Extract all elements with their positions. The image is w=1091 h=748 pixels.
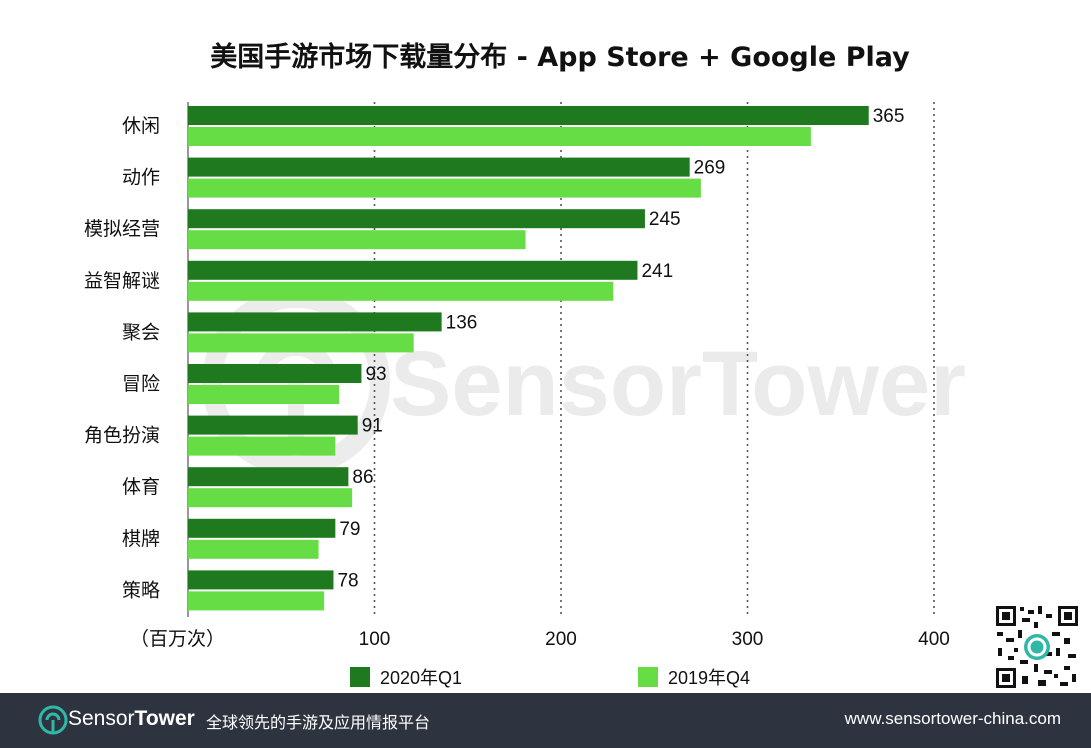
bar-2020q1 (188, 364, 362, 383)
brand-sensor: Sensor (68, 707, 135, 730)
x-tick-label: 400 (918, 629, 950, 650)
bar-2020q1 (188, 415, 358, 435)
bar-2020q1 (188, 260, 638, 280)
legend-swatch (350, 667, 370, 687)
bar-2019q4 (188, 385, 340, 404)
bar-2019q4 (188, 230, 526, 250)
bar-2019q4 (188, 281, 614, 301)
bar-2020q1 (188, 518, 336, 538)
footer-bar: SensorTower 全球领先的手游及应用情报平台 www.sensortow… (0, 693, 1091, 748)
category-label: 角色扮演 (84, 425, 160, 447)
x-ticks: 100 200 300 400 (359, 629, 950, 650)
category-label: 棋牌 (122, 528, 160, 550)
footer-slogan: 全球领先的手游及应用情报平台 (206, 713, 431, 732)
value-label: 79 (339, 519, 360, 540)
category-label: 策略 (122, 579, 160, 601)
chart: SensorTower 美国手游市场下载量分布 - App Store + Go… (84, 41, 966, 688)
value-label: 365 (873, 106, 905, 127)
value-label: 78 (337, 570, 358, 591)
legend-swatch (638, 667, 658, 687)
unit-label: （百万次） (130, 628, 225, 650)
watermark-text: SensorTower (390, 333, 966, 435)
watermark: SensorTower (202, 288, 966, 476)
brand-tower: Tower (134, 707, 195, 730)
legend-label: 2020年Q1 (380, 668, 462, 688)
category-label: 冒险 (122, 373, 160, 395)
bar-2019q4 (188, 488, 353, 508)
category-label: 模拟经营 (84, 218, 160, 240)
value-label: 269 (694, 158, 726, 179)
bar-2020q1 (188, 312, 442, 332)
bar-2019q4 (188, 127, 811, 146)
footer-url[interactable]: www.sensortower-china.com (844, 709, 1061, 728)
bars (188, 106, 869, 611)
bar-2020q1 (188, 157, 690, 177)
category-label: 动作 (122, 167, 160, 189)
x-tick-label: 200 (545, 629, 577, 650)
bar-2019q4 (188, 178, 701, 198)
value-label: 93 (365, 364, 386, 385)
bar-2019q4 (188, 436, 336, 456)
category-label: 益智解谜 (84, 270, 160, 292)
x-tick-label: 100 (359, 629, 391, 650)
x-tick-label: 300 (732, 629, 764, 650)
bar-2020q1 (188, 570, 334, 590)
value-labels: 365 269 245 241 136 93 91 86 79 78 (337, 106, 904, 591)
category-label: 休闲 (122, 115, 160, 137)
value-label: 91 (362, 416, 383, 437)
footer-brand: SensorTower (68, 707, 195, 731)
bar-2019q4 (188, 591, 325, 611)
bar-2020q1 (188, 106, 869, 125)
value-label: 136 (446, 312, 478, 333)
bar-2019q4 (188, 333, 414, 353)
bar-2020q1 (188, 209, 645, 229)
bar-2020q1 (188, 467, 349, 487)
category-label: 聚会 (122, 321, 160, 343)
value-label: 245 (649, 209, 681, 230)
bar-2019q4 (188, 539, 319, 559)
value-label: 241 (641, 261, 673, 282)
legend: 2020年Q1 2019年Q4 (350, 667, 750, 688)
chart-title: 美国手游市场下载量分布 - App Store + Google Play (210, 41, 910, 73)
qr-code-icon (994, 604, 1080, 690)
value-label: 86 (352, 467, 373, 488)
sensortower-logo-icon (38, 705, 68, 735)
category-label: 体育 (122, 476, 160, 498)
legend-label: 2019年Q4 (668, 668, 750, 688)
